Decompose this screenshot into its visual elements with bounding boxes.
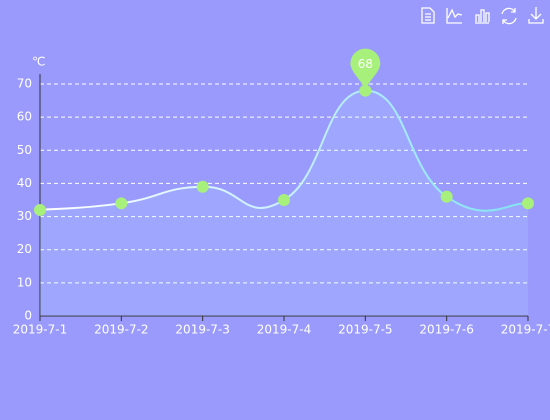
data-view-button[interactable] (421, 7, 435, 24)
y-tick-label: 30 (17, 209, 32, 223)
x-tick-label: 2019-7-3 (175, 323, 229, 337)
save-image-button[interactable] (528, 7, 544, 24)
point (196, 180, 209, 193)
point (440, 190, 453, 203)
y-tick-label: 0 (24, 309, 32, 323)
bar-switch-button[interactable] (475, 9, 490, 24)
x-tick-label: 2019-7-5 (338, 323, 392, 337)
max-pin (350, 48, 381, 89)
y-tick-label: 60 (17, 110, 32, 124)
toolbox (421, 7, 544, 25)
point (359, 84, 372, 97)
line-switch-button[interactable] (446, 8, 463, 24)
y-tick-label: 40 (17, 176, 32, 190)
y-tick-label: 50 (17, 143, 32, 157)
restore-button[interactable] (501, 7, 517, 25)
x-tick-label: 2019-7-2 (94, 323, 148, 337)
point (522, 197, 534, 210)
point (34, 203, 46, 216)
y-tick-label: 20 (17, 242, 32, 256)
x-tick-label: 2019-7-4 (257, 323, 311, 337)
x-tick-label: 2019-7-7 (501, 323, 550, 337)
y-tick-label: 70 (17, 77, 32, 91)
x-tick-label: 2019-7-1 (13, 323, 67, 337)
point (115, 197, 128, 210)
y-unit: ℃ (32, 55, 45, 69)
max-label: 68 (358, 57, 373, 71)
point (278, 194, 290, 206)
y-tick-label: 10 (17, 275, 32, 289)
x-tick-label: 2019-7-6 (419, 323, 473, 337)
